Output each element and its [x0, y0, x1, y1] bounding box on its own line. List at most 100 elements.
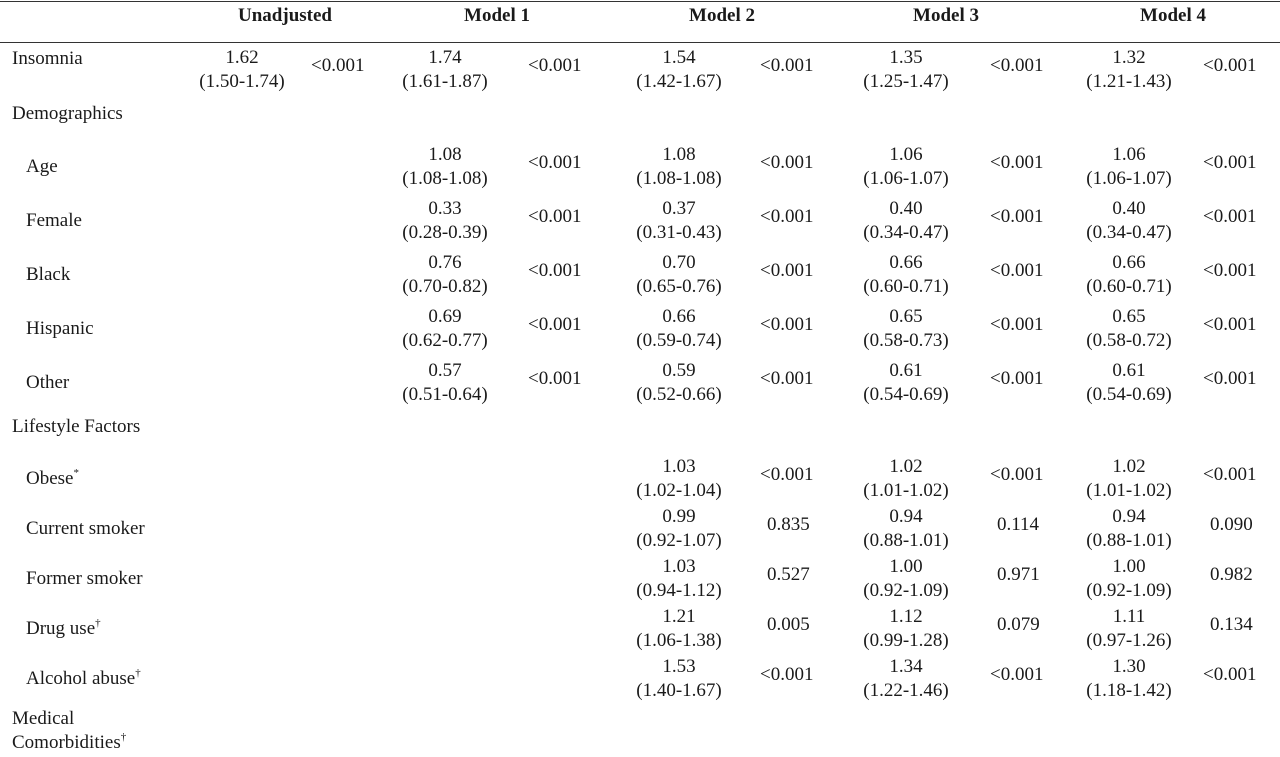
- confidence-interval: (0.94-1.12): [636, 580, 722, 601]
- odds-ratio-cell: 0.61 (0.54-0.69): [1086, 359, 1171, 407]
- odds-ratio-cell: 1.08 (1.08-1.08): [636, 143, 721, 191]
- odds-ratio-value: 1.34: [889, 656, 923, 677]
- p-value: <0.001: [990, 664, 1044, 685]
- confidence-interval: (0.97-1.26): [1086, 630, 1172, 651]
- row-label: Hispanic: [26, 318, 94, 340]
- odds-ratio-value: 1.06: [1112, 144, 1146, 165]
- confidence-interval: (0.92-1.07): [636, 530, 722, 551]
- p-value: <0.001: [990, 206, 1044, 227]
- section-heading: Lifestyle Factors: [12, 415, 140, 439]
- confidence-interval: (1.18-1.42): [1086, 680, 1172, 701]
- odds-ratio-value: 0.69: [428, 306, 462, 327]
- odds-ratio-cell: 0.40 (0.34-0.47): [1086, 197, 1171, 245]
- confidence-interval: (0.31-0.43): [636, 222, 722, 243]
- p-value: <0.001: [1203, 55, 1257, 76]
- confidence-interval: (0.58-0.73): [863, 330, 949, 351]
- p-value: <0.001: [528, 152, 582, 173]
- row-label: Obese*: [26, 467, 79, 490]
- confidence-interval: (0.58-0.72): [1086, 330, 1172, 351]
- odds-ratio-cell: 0.70 (0.65-0.76): [636, 251, 721, 299]
- p-value: <0.001: [528, 260, 582, 281]
- confidence-interval: (1.08-1.08): [636, 168, 722, 189]
- confidence-interval: (1.21-1.43): [1086, 71, 1172, 92]
- footnote-marker: †: [95, 617, 101, 629]
- odds-ratio-value: 0.40: [889, 198, 923, 219]
- row-label: Alcohol abuse†: [26, 667, 141, 690]
- p-value: <0.001: [760, 260, 814, 281]
- confidence-interval: (0.92-1.09): [863, 580, 949, 601]
- odds-ratio-value: 0.66: [662, 306, 696, 327]
- section-heading: Demographics: [12, 102, 123, 126]
- confidence-interval: (0.60-0.71): [863, 276, 949, 297]
- confidence-interval: (0.88-1.01): [863, 530, 949, 551]
- odds-ratio-cell: 0.61 (0.54-0.69): [863, 359, 948, 407]
- odds-ratio-cell: 1.03 (0.94-1.12): [636, 555, 721, 603]
- odds-ratio-cell: 0.99 (0.92-1.07): [636, 505, 721, 553]
- p-value: 0.835: [767, 514, 810, 535]
- row-label: Former smoker: [26, 568, 143, 590]
- section-label: Medical: [12, 708, 75, 729]
- confidence-interval: (0.34-0.47): [863, 222, 949, 243]
- row-label: Insomnia: [12, 48, 83, 70]
- odds-ratio-cell: 1.32 (1.21-1.43): [1086, 46, 1171, 94]
- odds-ratio-cell: 1.74 (1.61-1.87): [402, 46, 487, 94]
- p-value: <0.001: [760, 152, 814, 173]
- footnote-marker: *: [73, 467, 79, 479]
- confidence-interval: (0.34-0.47): [1086, 222, 1172, 243]
- odds-ratio-value: 1.11: [1112, 606, 1146, 627]
- confidence-interval: (0.62-0.77): [402, 330, 488, 351]
- row-label-text: Current smoker: [26, 518, 145, 539]
- odds-ratio-value: 1.32: [1112, 47, 1146, 68]
- odds-ratio-cell: 1.21 (1.06-1.38): [636, 605, 721, 653]
- odds-ratio-cell: 0.37 (0.31-0.43): [636, 197, 721, 245]
- confidence-interval: (1.02-1.04): [636, 480, 722, 501]
- row-label: Age: [26, 156, 58, 178]
- section-heading: Medical Comorbidities†: [12, 707, 126, 757]
- p-value: 0.134: [1210, 614, 1253, 635]
- odds-ratio-value: 1.30: [1112, 656, 1146, 677]
- odds-ratio-value: 0.65: [1112, 306, 1146, 327]
- odds-ratio-value: 1.62: [225, 47, 259, 68]
- odds-ratio-cell: 1.06 (1.06-1.07): [863, 143, 948, 191]
- odds-ratio-value: 0.65: [889, 306, 923, 327]
- p-value: <0.001: [990, 314, 1044, 335]
- odds-ratio-cell: 1.00 (0.92-1.09): [1086, 555, 1171, 603]
- p-value: 0.971: [997, 564, 1040, 585]
- p-value: <0.001: [990, 260, 1044, 281]
- odds-ratio-value: 0.61: [889, 360, 923, 381]
- confidence-interval: (1.22-1.46): [863, 680, 949, 701]
- p-value: <0.001: [1203, 152, 1257, 173]
- odds-ratio-value: 0.76: [428, 252, 462, 273]
- confidence-interval: (1.25-1.47): [863, 71, 949, 92]
- row-label: Black: [26, 264, 70, 286]
- odds-ratio-cell: 1.02 (1.01-1.02): [1086, 455, 1171, 503]
- confidence-interval: (0.60-0.71): [1086, 276, 1172, 297]
- row-label-text: Obese: [26, 468, 74, 489]
- confidence-interval: (1.61-1.87): [402, 71, 488, 92]
- confidence-interval: (1.42-1.67): [636, 71, 722, 92]
- row-label-text: Insomnia: [12, 48, 83, 69]
- p-value: 0.527: [767, 564, 810, 585]
- odds-ratio-value: 1.12: [889, 606, 923, 627]
- odds-ratio-cell: 0.94 (0.88-1.01): [863, 505, 948, 553]
- odds-ratio-value: 0.66: [889, 252, 923, 273]
- odds-ratio-cell: 1.62 (1.50-1.74): [199, 46, 284, 94]
- odds-ratio-value: 1.21: [662, 606, 696, 627]
- p-value: <0.001: [760, 314, 814, 335]
- odds-ratio-value: 0.37: [662, 198, 696, 219]
- odds-ratio-value: 1.02: [889, 456, 923, 477]
- confidence-interval: (1.06-1.07): [863, 168, 949, 189]
- odds-ratio-value: 1.35: [889, 47, 923, 68]
- p-value: <0.001: [760, 55, 814, 76]
- odds-ratio-cell: 0.66 (0.60-0.71): [863, 251, 948, 299]
- odds-ratio-cell: 1.06 (1.06-1.07): [1086, 143, 1171, 191]
- confidence-interval: (0.52-0.66): [636, 384, 722, 405]
- p-value: <0.001: [1203, 464, 1257, 485]
- p-value: <0.001: [990, 464, 1044, 485]
- p-value: <0.001: [760, 664, 814, 685]
- confidence-interval: (0.54-0.69): [863, 384, 949, 405]
- p-value: 0.005: [767, 614, 810, 635]
- confidence-interval: (1.01-1.02): [1086, 480, 1172, 501]
- odds-ratio-value: 0.94: [1112, 506, 1146, 527]
- odds-ratio-value: 0.59: [662, 360, 696, 381]
